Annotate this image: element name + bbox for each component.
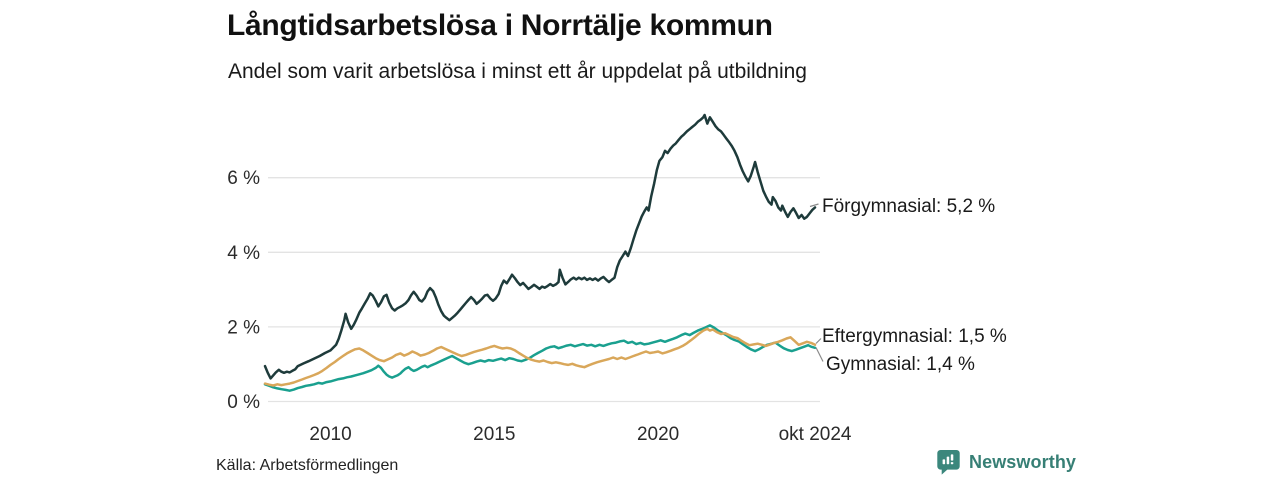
x-tick-label: 2020 [637, 424, 679, 445]
line-series-förgymnasial [263, 113, 817, 380]
line-series-gymnasial [263, 324, 817, 392]
source-attribution: Källa: Arbetsförmedlingen [216, 457, 399, 474]
label-leader-eftergymnasial [815, 338, 822, 344]
x-tick-label: 2010 [309, 424, 351, 445]
x-tick-label: okt 2024 [779, 424, 852, 445]
newsworthy-wordmark: Newsworthy [969, 451, 1077, 472]
page-title: Långtidsarbetslösa i Norrtälje kommun [227, 9, 773, 42]
line-series-eftergymnasial [263, 327, 817, 387]
series-label-forgymnasial: Förgymnasial: 5,2 % [822, 196, 996, 217]
y-tick-label: 4 % [227, 243, 260, 264]
y-tick-label: 0 % [227, 392, 260, 413]
label-leader-gymnasial [815, 347, 824, 362]
newsworthy-speech-bubble-bar-chart-icon [936, 449, 961, 475]
series-label-eftergymnasial: Eftergymnasial: 1,5 % [822, 326, 1007, 347]
series-label-gymnasial: Gymnasial: 1,4 % [826, 354, 975, 375]
y-tick-label: 2 % [227, 317, 260, 338]
newsworthy-logo: Newsworthy [936, 449, 1076, 475]
label-leader-forgymnasial [809, 203, 819, 208]
y-tick-label: 6 % [227, 168, 260, 189]
chart-subtitle: Andel som varit arbetslösa i minst ett å… [228, 60, 807, 83]
x-tick-label: 2015 [473, 424, 515, 445]
